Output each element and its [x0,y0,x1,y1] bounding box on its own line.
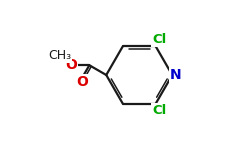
Text: O: O [76,75,88,89]
Text: Cl: Cl [152,33,166,46]
Text: N: N [170,68,182,82]
Text: O: O [66,58,78,72]
Text: Cl: Cl [152,104,166,117]
Text: CH₃: CH₃ [48,49,72,62]
